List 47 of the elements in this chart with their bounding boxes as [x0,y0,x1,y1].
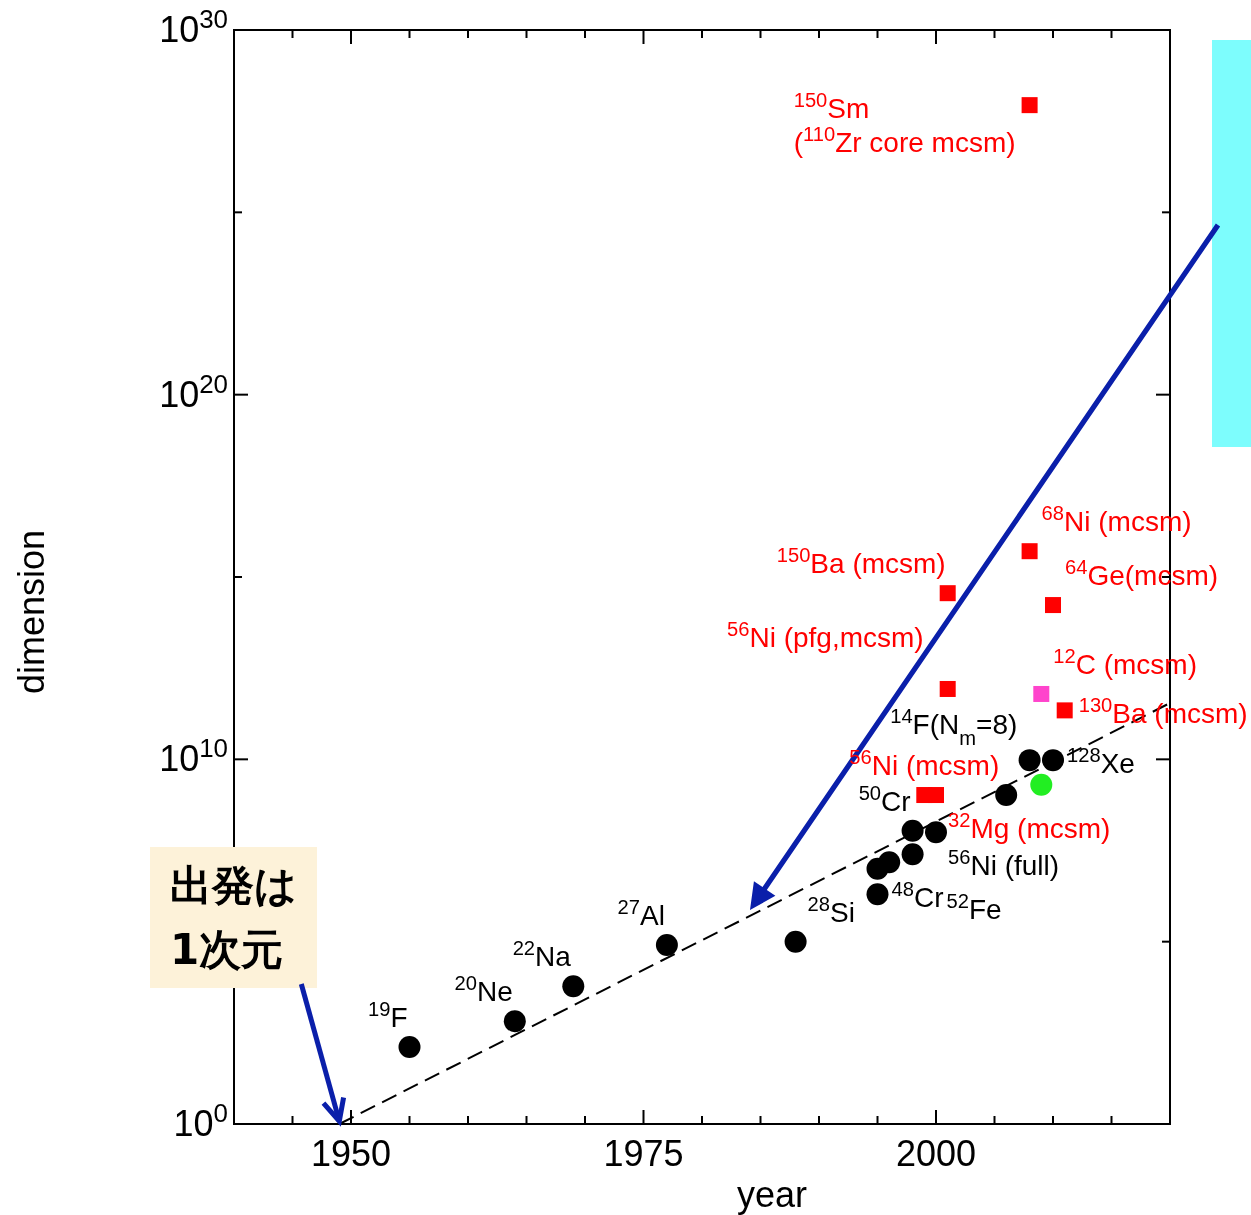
annotation: $^{14}$F(N$_{m}$=8) [890,704,1018,749]
point [939,680,956,697]
annotation: $^{56}$Ni (pfg,mcsm) [727,617,924,653]
annotation: $^{22}$Na [512,937,572,973]
x-tick-label: 2000 [895,1133,977,1174]
annotation: $^{50}$Cr [858,781,911,817]
x-tick-label: 1950 [310,1133,392,1174]
point [928,787,944,804]
annotation: $^{28}$Si [807,892,855,928]
point [866,883,889,906]
annotation: $^{150}$Sm ($^{110}$Zr core mcsm) [793,88,1016,158]
point [562,975,585,998]
point [925,821,947,844]
point [901,843,924,866]
annotation: $^{20}$Ne [454,972,513,1008]
point [995,784,1018,807]
point [939,585,956,602]
y-tick-label: 10$^{0}$ [173,1099,228,1144]
point [1056,702,1073,719]
x-tick-label: 1975 [603,1133,684,1174]
point [784,930,807,953]
y-tick-label: 10$^{30}$ [159,5,228,50]
point [901,819,924,842]
point [398,1035,421,1058]
point [1030,773,1053,796]
point [1033,685,1050,702]
y-tick-label: 10$^{10}$ [159,734,228,780]
point [503,1010,526,1033]
point [1045,597,1061,614]
y-tick-label: 10$^{20}$ [159,369,228,415]
point [1018,749,1041,772]
point [1042,749,1064,772]
point [878,851,901,874]
annotation: $^{52}$Fe [946,890,1002,926]
point [655,934,678,956]
y-axis-title: dimension [11,529,52,695]
annotation: $^{27}$Al [617,896,665,931]
annotation: $^{48}$Cr [891,877,944,913]
x-axis-title: year [736,1174,808,1215]
point [1021,97,1038,114]
annotation: $^{150}$Ba (mcsm) [776,544,946,580]
annotation: 出発は 1次元 [170,861,297,974]
annotation: $^{56}$Ni (full) [948,846,1060,882]
annotation: $^{128}$Xe [1067,743,1135,779]
annotation: $^{32}$Mg (mcsm) [948,809,1111,845]
point [1021,543,1038,560]
annotation: $^{19}$F [367,997,408,1033]
